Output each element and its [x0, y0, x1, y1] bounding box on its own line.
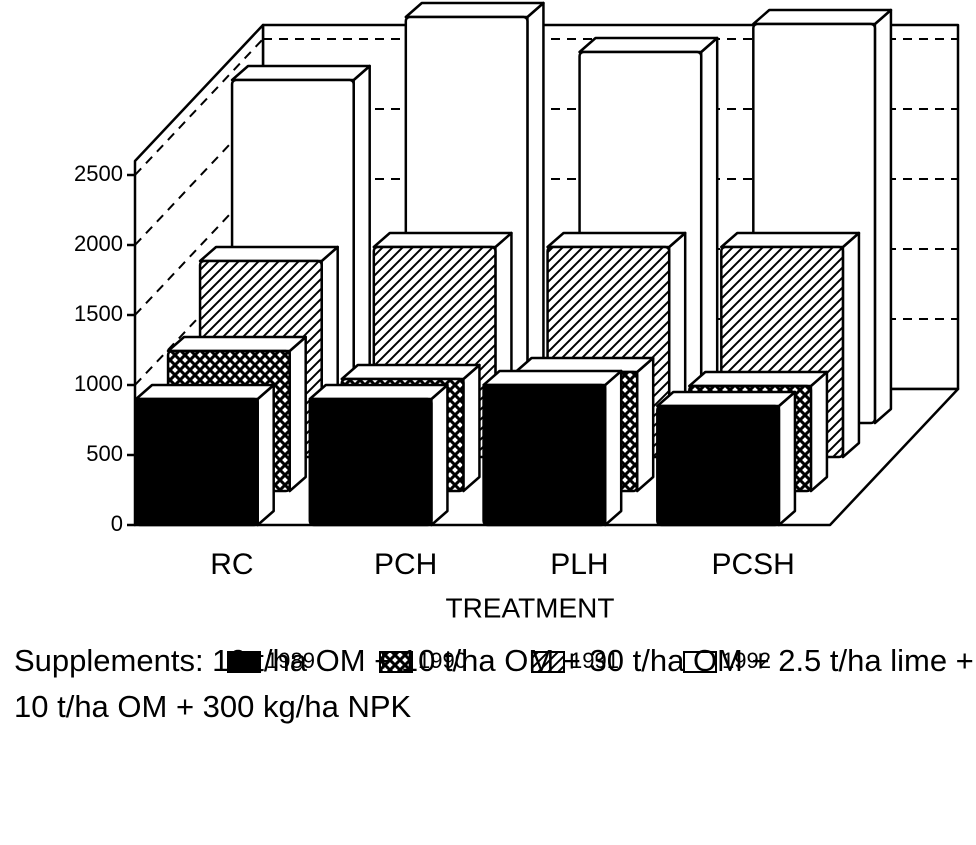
bar-side [873, 8, 893, 425]
y-tick-label: 500 [86, 441, 123, 466]
legend-label: 1992 [722, 648, 771, 673]
bar-top [688, 370, 829, 388]
x-tick-label: PCH [374, 548, 437, 581]
bar-side [256, 383, 275, 527]
bar-group [308, 383, 449, 527]
legend-swatch [379, 651, 413, 673]
legend-swatch [227, 651, 261, 673]
bar-top [578, 36, 719, 54]
bar [134, 397, 259, 527]
bar-top [656, 390, 797, 408]
bar [482, 383, 607, 527]
x-tick-label: RC [210, 548, 253, 581]
x-axis-label: TREATMENT [445, 592, 614, 623]
y-tick-label: 1000 [74, 371, 123, 396]
bar-side [841, 231, 861, 459]
y-tick-label: 2000 [74, 231, 123, 256]
y-tick-label: 2500 [74, 161, 123, 186]
bar-top [340, 363, 481, 381]
x-tick-label: PCSH [711, 548, 794, 581]
bar-top [308, 383, 449, 401]
bar-side [603, 369, 623, 527]
bar-side [462, 363, 481, 493]
bar-side [699, 36, 719, 425]
bar-group [482, 369, 623, 527]
bar-top [752, 8, 893, 26]
legend-swatch [683, 651, 717, 673]
y-tick-label: 1500 [74, 301, 123, 326]
bar-top [720, 231, 861, 249]
legend-label: 1989 [266, 648, 315, 673]
plot: 0 500 1000 1500 2000 2500 [74, 1, 960, 536]
bar-side [809, 370, 829, 493]
bar-top [134, 383, 275, 401]
bar [656, 404, 781, 527]
bar-side [430, 383, 449, 527]
bar-side [777, 390, 797, 527]
caption: Supplements: 10 t/ha OM + 10 t/ha OM + 3… [14, 643, 974, 724]
bar-top [372, 231, 513, 249]
bar-top [166, 335, 307, 353]
bar-top [482, 369, 623, 387]
bar-top [198, 245, 339, 263]
bar-top [230, 64, 371, 82]
bar-side [635, 356, 655, 493]
bar-group [134, 383, 275, 527]
bar-side [288, 335, 307, 493]
bar-top [404, 1, 545, 19]
bar [308, 397, 433, 527]
legend-label: 1990 [418, 648, 467, 673]
bar-group [656, 390, 797, 527]
x-tick-label: PLH [550, 548, 608, 581]
y-tick-label: 0 [111, 511, 123, 536]
legend-label: 1991 [570, 648, 619, 673]
legend-swatch [531, 651, 565, 673]
bar-top [546, 231, 687, 249]
